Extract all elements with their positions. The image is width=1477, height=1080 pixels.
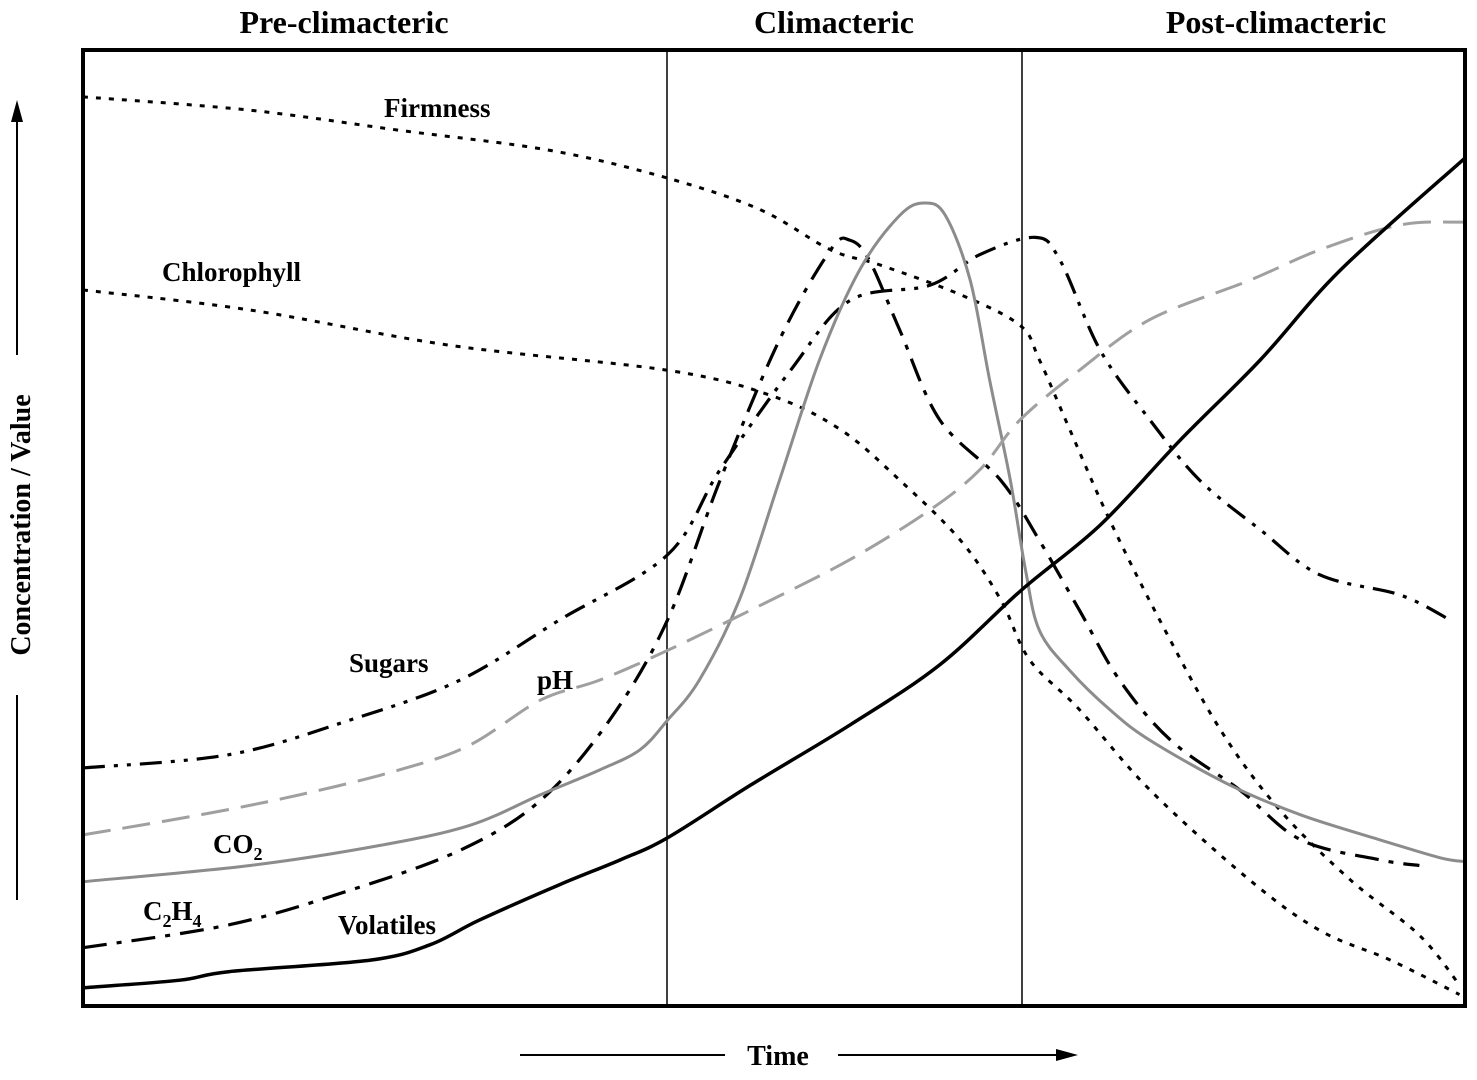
label-chlorophyll: Chlorophyll	[162, 257, 302, 287]
y-axis-label-backdrop	[4, 355, 32, 695]
x-axis-label: Time	[747, 1041, 809, 1072]
phase-label-climacteric: Climacteric	[754, 4, 914, 40]
phase-labels: Pre-climacteric Climacteric Post-climact…	[239, 4, 1386, 40]
label-co2: CO2	[213, 829, 263, 864]
y-axis-label-group: Concentration / Value	[4, 100, 37, 900]
series-line-sugars	[82, 235, 1451, 770]
label-volatiles: Volatiles	[338, 910, 436, 940]
series-line-co2	[82, 201, 1466, 884]
label-ph: pH	[537, 665, 573, 695]
series-labels: Firmness Chlorophyll Sugars pH CO2 C2H4 …	[143, 93, 573, 940]
label-sugars: Sugars	[349, 648, 429, 678]
phase-label-pre-climacteric: Pre-climacteric	[239, 4, 448, 40]
plot-frame	[81, 48, 1467, 1008]
label-c2h4: C2H4	[143, 896, 202, 931]
series-line-volatiles	[82, 156, 1467, 990]
phase-label-post-climacteric: Post-climacteric	[1166, 4, 1386, 40]
series-layer	[82, 95, 1467, 996]
x-axis-label-group: Time	[520, 1041, 1078, 1072]
y-axis-arrowhead-icon	[11, 100, 23, 122]
x-axis-arrowhead-icon	[1056, 1049, 1078, 1061]
label-firmness: Firmness	[384, 93, 490, 123]
y-axis-label: Concentration / Value	[6, 394, 37, 655]
series-line-firmness	[82, 95, 1461, 986]
series-line-chlorophyll	[82, 288, 1461, 996]
series-line-c2h4	[82, 236, 1420, 950]
series-line-ph	[82, 220, 1466, 837]
